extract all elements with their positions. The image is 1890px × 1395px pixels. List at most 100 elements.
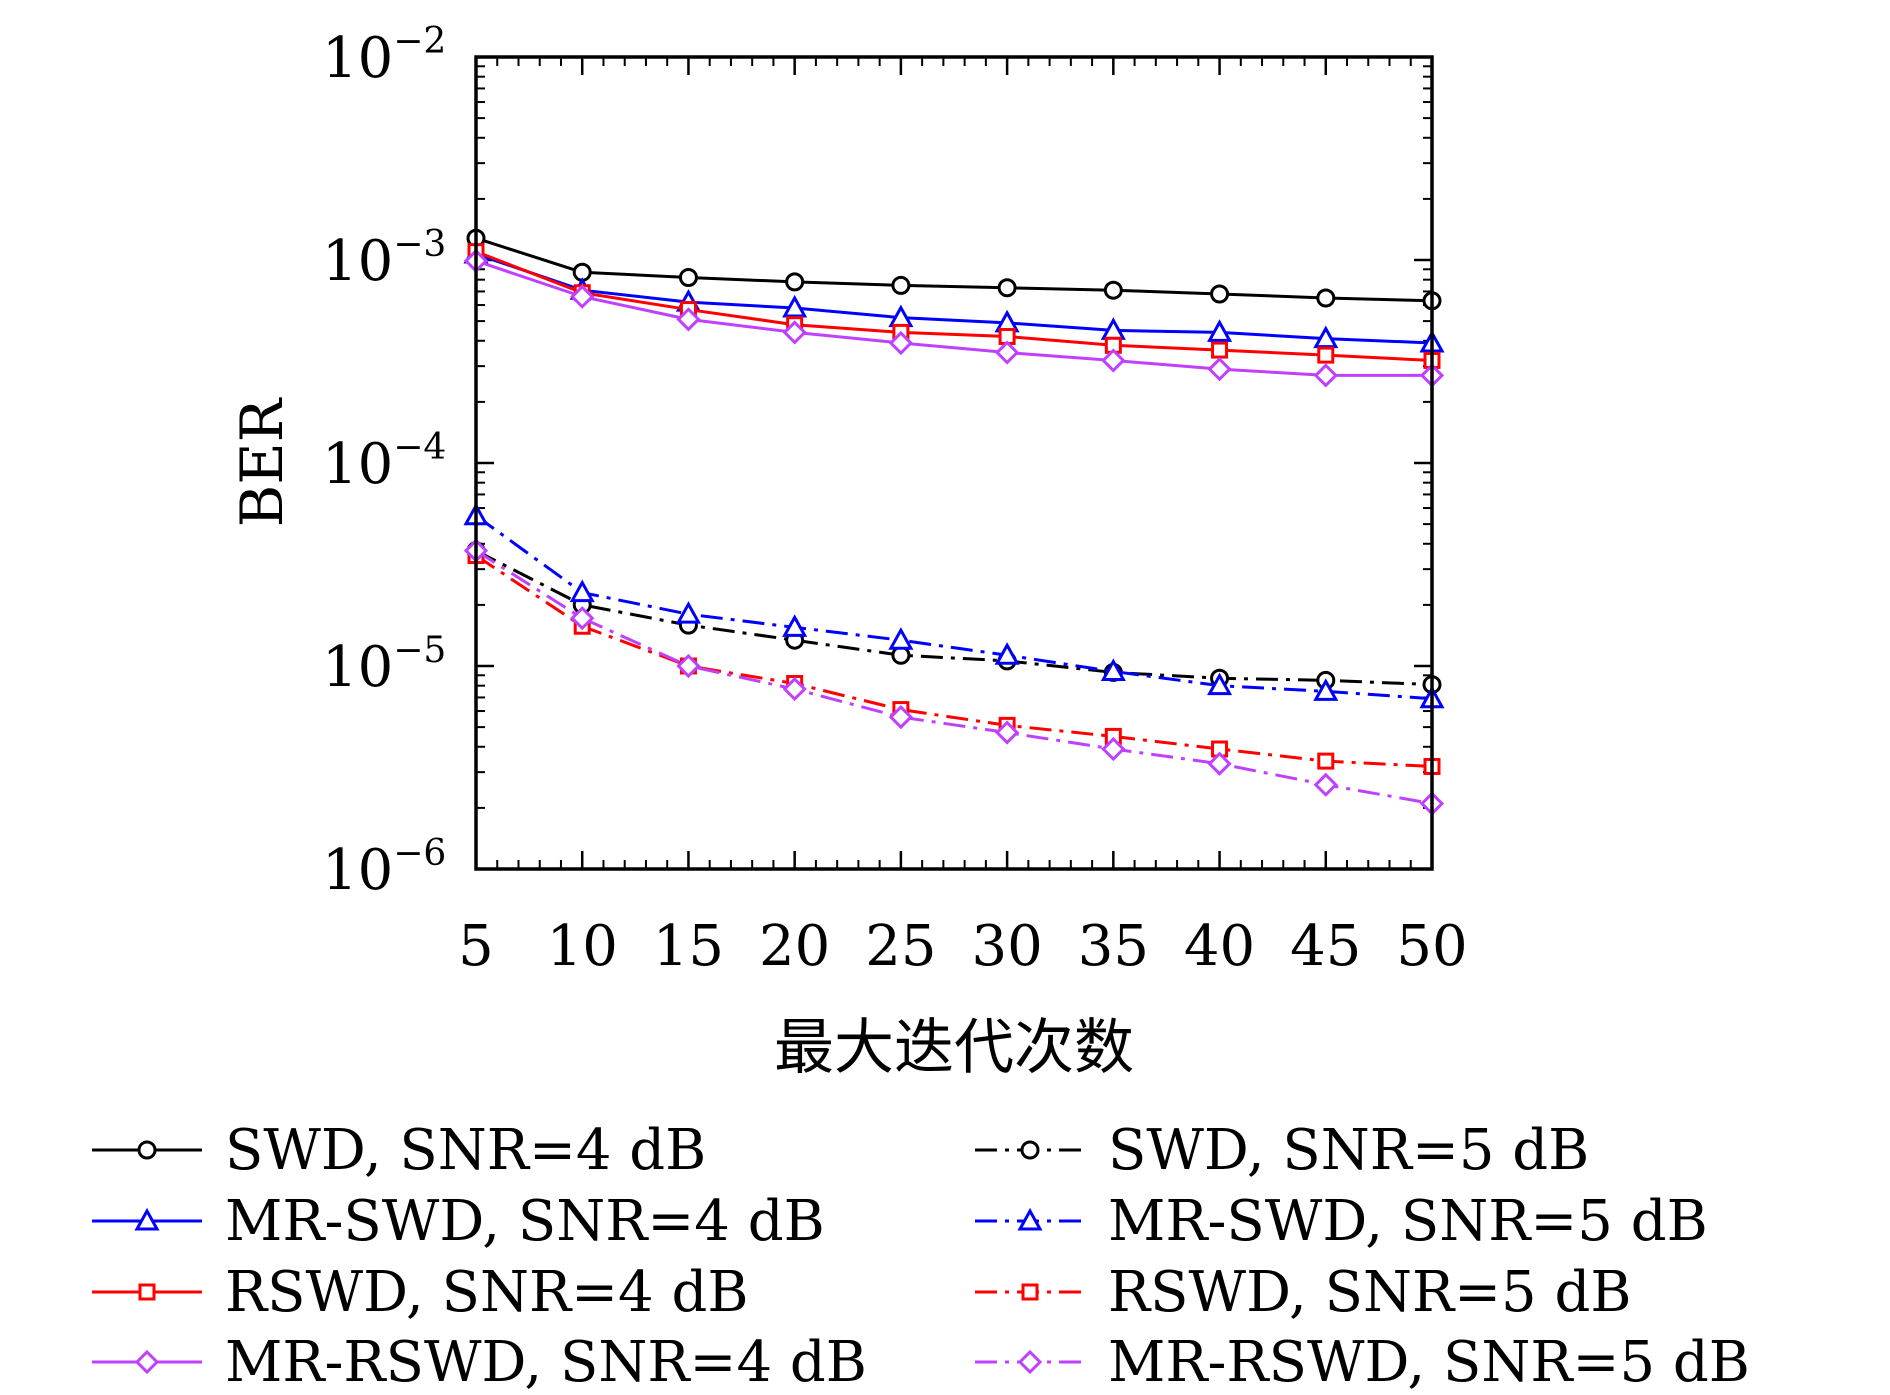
legend-item: MR-RSWD, SNR=4 dB bbox=[92, 1330, 867, 1395]
legend-label: MR-RSWD, SNR=4 dB bbox=[225, 1330, 867, 1391]
data-point bbox=[1313, 325, 1339, 349]
series-line bbox=[475, 252, 1433, 345]
x-tick-label: 5 bbox=[458, 914, 494, 979]
legend-item: MR-SWD, SNR=5 dB bbox=[975, 1189, 1708, 1254]
data-point bbox=[997, 278, 1017, 298]
y-tick-labels: 10−2 10−3 10−4 10−5 10−6 bbox=[322, 21, 446, 903]
data-point bbox=[676, 307, 701, 332]
data-point bbox=[888, 704, 914, 730]
data-point bbox=[1207, 751, 1232, 776]
legend-swatch-marker bbox=[134, 1207, 160, 1231]
y-tick-label: 10−6 bbox=[322, 833, 446, 903]
x-tick-label: 50 bbox=[1396, 914, 1467, 979]
data-point bbox=[888, 627, 914, 650]
data-point bbox=[782, 676, 807, 702]
series-line bbox=[475, 549, 1433, 687]
legend-item: MR-SWD, SNR=4 dB bbox=[92, 1189, 825, 1254]
data-point bbox=[994, 642, 1020, 665]
y-tick-label: 10−4 bbox=[322, 427, 446, 497]
major-ticks bbox=[474, 55, 1434, 871]
data-point bbox=[1316, 288, 1336, 308]
x-tick-label: 25 bbox=[865, 914, 936, 979]
series-line bbox=[475, 259, 1432, 377]
y-axis-label: BER bbox=[228, 396, 296, 527]
data-point bbox=[888, 330, 914, 356]
x-tick-label: 35 bbox=[1078, 914, 1149, 979]
data-point bbox=[678, 267, 698, 287]
data-point bbox=[1313, 678, 1339, 701]
data-point bbox=[1101, 348, 1126, 373]
x-tick-label: 15 bbox=[653, 914, 724, 979]
data-point bbox=[1313, 772, 1338, 797]
legend-swatch-marker bbox=[137, 1140, 157, 1160]
legend-item: SWD, SNR=5 dB bbox=[975, 1118, 1589, 1183]
data-point bbox=[1210, 284, 1230, 304]
legend-swatch-marker bbox=[1017, 1349, 1043, 1375]
x-tick-label: 20 bbox=[759, 914, 830, 979]
data-point bbox=[1317, 752, 1335, 770]
y-tick-label: 10−2 bbox=[322, 21, 446, 91]
legend-label: MR-SWD, SNR=4 dB bbox=[225, 1189, 825, 1254]
y-tick-label: 10−5 bbox=[322, 630, 446, 700]
legend-label: SWD, SNR=4 dB bbox=[225, 1118, 706, 1183]
data-point bbox=[782, 320, 807, 345]
x-tick-label: 30 bbox=[971, 914, 1042, 979]
series-6 bbox=[463, 502, 1445, 709]
data-point bbox=[785, 272, 805, 292]
legend-label: RSWD, SNR=5 dB bbox=[1108, 1260, 1631, 1325]
minor-ticks bbox=[476, 57, 1432, 869]
data-point bbox=[570, 284, 595, 309]
data-point bbox=[1103, 280, 1123, 300]
data-point bbox=[1317, 346, 1335, 364]
data-point bbox=[1207, 672, 1233, 696]
data-point bbox=[994, 720, 1020, 745]
series-layer bbox=[463, 228, 1445, 816]
data-point bbox=[570, 606, 595, 631]
data-point bbox=[675, 601, 701, 624]
data-point bbox=[1101, 736, 1126, 762]
series-2 bbox=[463, 240, 1445, 353]
series-1 bbox=[466, 228, 1442, 311]
series-line bbox=[475, 554, 1433, 768]
series-line bbox=[475, 514, 1433, 701]
data-point bbox=[782, 614, 808, 637]
x-tick-label: 45 bbox=[1290, 914, 1361, 979]
x-tick-label: 10 bbox=[547, 914, 618, 979]
legend-item: RSWD, SNR=4 dB bbox=[92, 1260, 748, 1325]
data-point bbox=[1211, 341, 1229, 359]
legend-label: SWD, SNR=5 dB bbox=[1108, 1118, 1589, 1183]
data-point bbox=[1100, 658, 1126, 681]
series-5 bbox=[466, 541, 1442, 695]
legend-swatch-marker bbox=[134, 1349, 160, 1375]
legend-swatch-marker bbox=[1021, 1283, 1039, 1301]
data-point bbox=[1207, 319, 1233, 342]
y-tick-label: 10−3 bbox=[322, 224, 446, 294]
series-line bbox=[475, 236, 1433, 303]
x-tick-label: 40 bbox=[1184, 914, 1255, 979]
series-4 bbox=[463, 248, 1445, 388]
series-line bbox=[475, 250, 1433, 362]
series-line bbox=[475, 549, 1433, 806]
data-point bbox=[1313, 363, 1338, 388]
legend-label: MR-RSWD, SNR=5 dB bbox=[1108, 1330, 1750, 1391]
legend-item: MR-RSWD, SNR=5 dB bbox=[975, 1330, 1750, 1395]
legend-item: SWD, SNR=4 dB bbox=[92, 1118, 706, 1183]
data-point bbox=[782, 294, 808, 318]
plot-frame bbox=[474, 55, 1434, 871]
x-axis-label: 最大迭代次数 bbox=[774, 1013, 1134, 1083]
data-point bbox=[569, 579, 595, 603]
legend-swatch-marker bbox=[138, 1283, 156, 1301]
legend-item: RSWD, SNR=5 dB bbox=[975, 1260, 1631, 1325]
series-8 bbox=[463, 538, 1445, 816]
data-point bbox=[994, 340, 1020, 365]
x-tick-labels: 5 10 15 20 25 30 35 40 45 50 bbox=[458, 914, 1467, 979]
series-7 bbox=[467, 547, 1441, 775]
data-point bbox=[891, 275, 911, 295]
legend-swatch-marker bbox=[1020, 1140, 1040, 1160]
data-point bbox=[676, 653, 701, 679]
legend-swatch-marker bbox=[1017, 1207, 1043, 1231]
legend-label: MR-SWD, SNR=5 dB bbox=[1108, 1189, 1708, 1254]
